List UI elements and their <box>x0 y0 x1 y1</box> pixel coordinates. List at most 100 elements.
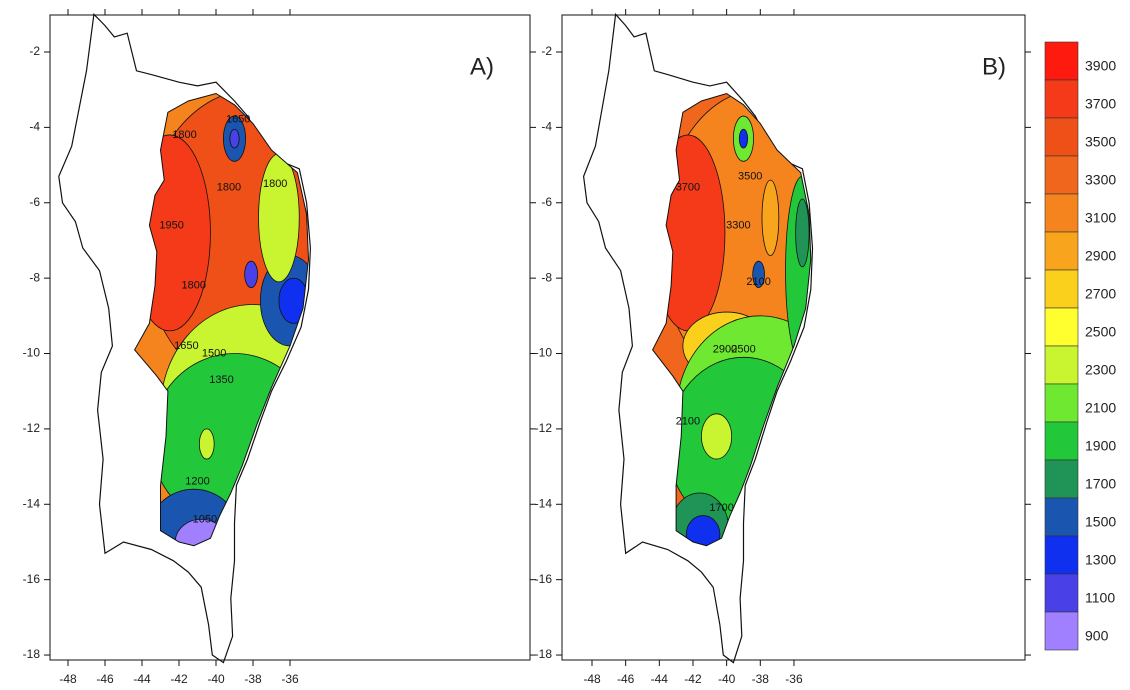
colorbar-swatch <box>1044 421 1079 461</box>
y-tick-label: -4 <box>29 120 40 134</box>
contour-label: 1800 <box>182 280 206 292</box>
x-tick-label: -42 <box>684 672 702 686</box>
contour-zone <box>700 413 733 460</box>
y-tick-label: -2 <box>29 44 40 58</box>
x-tick-label: -44 <box>651 672 669 686</box>
contour-label: 3500 <box>738 170 762 182</box>
colorbar-swatch <box>1044 345 1079 385</box>
colorbar-label: 2900 <box>1085 248 1116 264</box>
panel-label: B) <box>982 53 1006 80</box>
y-tick-label: -2 <box>541 44 552 58</box>
contour-label: 1650 <box>174 340 198 352</box>
colorbar-label: 1300 <box>1085 552 1116 568</box>
contour-zone <box>229 128 240 149</box>
contour-label: 1800 <box>172 129 196 141</box>
y-tick-label: -8 <box>541 270 552 284</box>
contour-zone <box>795 198 810 268</box>
y-tick-label: -10 <box>535 346 553 360</box>
colorbar-label: 2500 <box>1085 324 1116 340</box>
contour-zone <box>752 260 765 288</box>
contour-label: 2100 <box>676 415 700 427</box>
contour-fill <box>652 93 811 546</box>
colorbar-label: 1900 <box>1085 438 1116 454</box>
contour-label: 1350 <box>209 374 233 386</box>
colorbar-label: 1700 <box>1085 476 1116 492</box>
y-tick-label: -6 <box>541 195 552 209</box>
y-tick-label: -6 <box>29 195 40 209</box>
colorbar-swatch <box>1044 79 1079 119</box>
x-tick-label: -38 <box>752 672 770 686</box>
contour-zone <box>244 260 259 288</box>
contour-label: 2900 <box>713 344 737 356</box>
colorbar-label: 3700 <box>1085 96 1116 112</box>
colorbar-swatch <box>1044 611 1079 651</box>
colorbar-swatch <box>1044 117 1079 157</box>
x-tick-label: -36 <box>281 672 299 686</box>
colorbar-label: 2100 <box>1085 400 1116 416</box>
colorbar-swatch <box>1044 573 1079 613</box>
contour-zone <box>198 428 215 460</box>
y-tick-label: -12 <box>535 421 553 435</box>
colorbar-label: 1500 <box>1085 514 1116 530</box>
panel-label: A) <box>470 53 494 80</box>
x-tick-label: -36 <box>785 672 803 686</box>
colorbar-label: 1100 <box>1085 590 1115 606</box>
colorbar-swatch <box>1044 41 1079 81</box>
study-area <box>652 92 812 547</box>
contour-fill <box>134 93 309 546</box>
colorbar-swatch <box>1044 535 1079 575</box>
x-tick-label: -40 <box>718 672 736 686</box>
y-tick-label: -18 <box>23 647 41 661</box>
contour-label: 2500 <box>731 344 755 356</box>
x-tick-label: -48 <box>583 672 601 686</box>
colorbar-label: 3300 <box>1085 172 1116 188</box>
colorbar-swatch <box>1044 269 1079 309</box>
colorbar-label: 3900 <box>1085 58 1116 74</box>
x-tick-label: -46 <box>617 672 635 686</box>
colorbar-swatch <box>1044 497 1079 537</box>
x-tick-label: -48 <box>59 672 77 686</box>
x-tick-label: -44 <box>133 672 151 686</box>
colorbar-label: 3100 <box>1085 210 1116 226</box>
contour-label: 1950 <box>159 219 183 231</box>
colorbar-swatch <box>1044 193 1079 233</box>
x-tick-label: -40 <box>207 672 225 686</box>
contour-label: 1800 <box>217 182 241 194</box>
y-tick-label: -16 <box>23 572 41 586</box>
colorbar-label: 900 <box>1085 628 1109 644</box>
contour-zone <box>738 128 749 149</box>
colorbar-swatch <box>1044 155 1079 195</box>
contour-zone <box>278 277 309 324</box>
contour-label: 1700 <box>709 502 733 514</box>
y-tick-label: -12 <box>23 421 41 435</box>
contour-label: 1200 <box>185 476 209 488</box>
y-tick-label: -18 <box>535 647 553 661</box>
x-tick-label: -42 <box>170 672 188 686</box>
contour-zone <box>761 179 780 256</box>
x-tick-label: -38 <box>244 672 262 686</box>
contour-label: 2100 <box>746 276 770 288</box>
contour-label: 1650 <box>226 114 250 126</box>
x-tick-label: -46 <box>96 672 114 686</box>
contour-zone <box>258 153 300 283</box>
colorbar-swatch <box>1044 307 1079 347</box>
contour-label: 1800 <box>263 178 287 190</box>
y-tick-label: -10 <box>23 346 41 360</box>
colorbar-label: 2700 <box>1085 286 1116 302</box>
y-tick-label: -14 <box>535 496 553 510</box>
y-tick-label: -14 <box>23 496 41 510</box>
map-panel: 1650 1800 1800 1800 1950 1800 1650 1500 1350 1200… <box>23 9 536 686</box>
colorbar-swatch <box>1044 383 1079 423</box>
contour-label: 3700 <box>676 182 700 194</box>
colorbar-swatch <box>1044 459 1079 499</box>
study-area <box>133 92 310 547</box>
colorbar-swatch <box>1044 231 1079 271</box>
contour-label: 1050 <box>193 513 217 525</box>
colorbar-label: 2300 <box>1085 362 1116 378</box>
colorbar-label: 3500 <box>1085 134 1116 150</box>
contour-label: 1500 <box>202 347 226 359</box>
y-tick-label: -4 <box>541 120 552 134</box>
y-tick-label: -8 <box>29 270 40 284</box>
